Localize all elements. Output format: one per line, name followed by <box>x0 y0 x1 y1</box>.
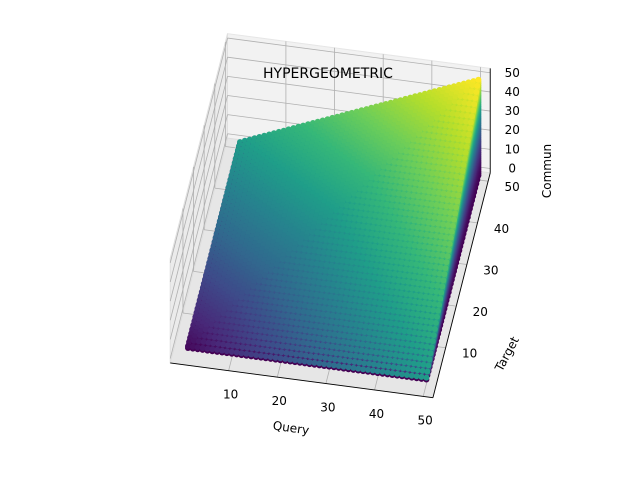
chart-figure: 10 20 30 40 50102030405001020304050 HYPERGEO… <box>0 0 640 480</box>
